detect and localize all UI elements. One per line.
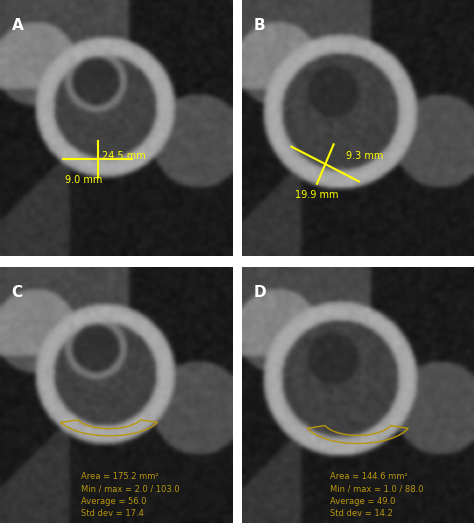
Text: B: B (253, 18, 265, 33)
Text: 24.5 mm: 24.5 mm (102, 151, 146, 161)
Text: A: A (12, 18, 23, 33)
Text: C: C (12, 285, 23, 300)
Text: Area = 175.2 mm²
Min / max = 2.0 / 103.0
Average = 56.0
Std dev = 17.4: Area = 175.2 mm² Min / max = 2.0 / 103.0… (82, 472, 180, 518)
Text: 9.0 mm: 9.0 mm (65, 175, 102, 185)
Text: D: D (253, 285, 266, 300)
Text: 9.3 mm: 9.3 mm (346, 151, 383, 161)
Text: Area = 144.6 mm²
Min / max = 1.0 / 88.0
Average = 49.0
Std dev = 14.2: Area = 144.6 mm² Min / max = 1.0 / 88.0 … (330, 472, 423, 518)
Text: 19.9 mm: 19.9 mm (295, 190, 338, 200)
